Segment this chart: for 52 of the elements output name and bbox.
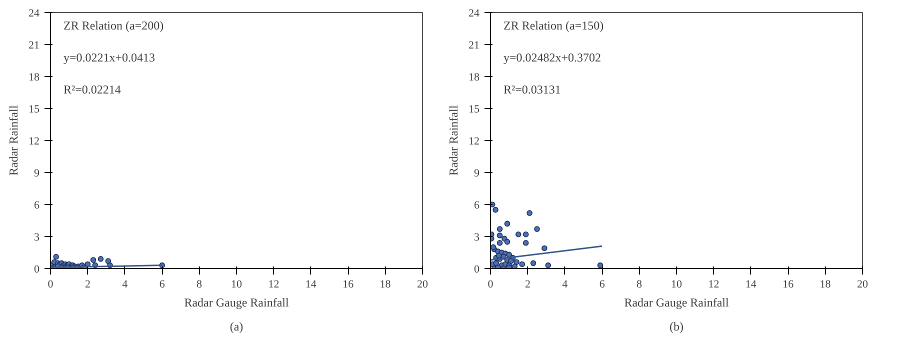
- y-tick-label: 9: [474, 168, 480, 180]
- annotation: ZR Relation (a=150): [504, 18, 604, 32]
- y-tick-label: 15: [28, 104, 40, 116]
- text: (a): [230, 320, 244, 334]
- annotation: ZR Relation (a=200): [64, 18, 164, 32]
- x-tick-label: 18: [820, 278, 832, 290]
- y-axis-title: Radar Rainfall: [6, 104, 20, 176]
- x-axis-title: Radar Gauge Rainfall: [624, 296, 730, 310]
- x-tick-label: 10: [671, 278, 682, 290]
- y-tick-label: 0: [34, 264, 40, 276]
- x-tick-label: 16: [782, 278, 794, 290]
- x-tick-label: 14: [745, 278, 757, 290]
- y-tick-label: 15: [468, 104, 480, 116]
- x-tick-label: 12: [268, 278, 280, 290]
- x-tick-label: 6: [599, 278, 606, 290]
- y-tick-label: 3: [34, 232, 40, 244]
- x-tick-label: 4: [562, 278, 568, 290]
- x-tick-label: 10: [231, 278, 242, 290]
- x-tick-label: 12: [708, 278, 720, 290]
- y-tick-label: 24: [28, 8, 40, 20]
- x-tick-label: 4: [122, 278, 128, 290]
- x-tick-label: 16: [342, 278, 354, 290]
- y-tick-label: 12: [28, 136, 40, 148]
- annotation: R²=0.02214: [64, 82, 121, 96]
- y-tick-label: 9: [34, 168, 40, 180]
- y-tick-label: 21: [28, 40, 40, 52]
- y-tick-label: 24: [468, 8, 480, 20]
- x-tick-label: 20: [417, 278, 428, 290]
- x-tick-label: 8: [636, 278, 643, 290]
- x-axis-title: Radar Gauge Rainfall: [184, 296, 290, 310]
- y-tick-label: 6: [34, 200, 40, 212]
- y-tick-label: 18: [468, 72, 480, 84]
- y-tick-label: 0: [474, 264, 480, 276]
- annotation: R²=0.03131: [504, 82, 561, 96]
- x-tick-label: 2: [84, 278, 90, 290]
- annotation: y=0.0221x+0.0413: [64, 50, 156, 64]
- x-tick-label: 8: [196, 278, 203, 290]
- x-tick-label: 0: [488, 278, 494, 290]
- annotation: y=0.02482x+0.3702: [504, 50, 602, 64]
- x-tick-label: 6: [159, 278, 166, 290]
- y-tick-label: 21: [468, 40, 480, 52]
- y-tick-label: 18: [28, 72, 40, 84]
- text: (b): [670, 320, 684, 334]
- y-tick-label: 3: [474, 232, 480, 244]
- x-tick-label: 20: [857, 278, 868, 290]
- x-tick-label: 2: [524, 278, 530, 290]
- y-axis-title: Radar Rainfall: [446, 104, 460, 176]
- y-tick-label: 6: [474, 200, 480, 212]
- x-tick-label: 14: [305, 278, 317, 290]
- y-tick-label: 12: [468, 136, 480, 148]
- x-tick-label: 18: [380, 278, 392, 290]
- x-tick-label: 0: [48, 278, 54, 290]
